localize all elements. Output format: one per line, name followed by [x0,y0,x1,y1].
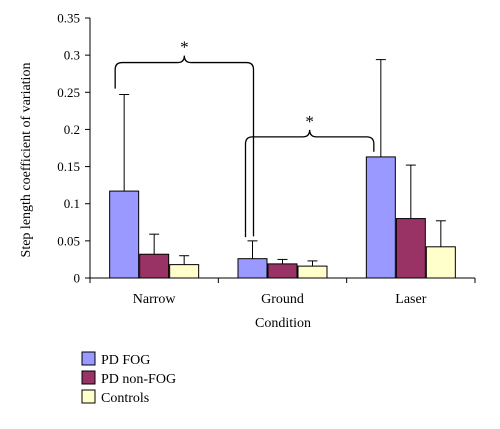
x-axis-title: Condition [255,316,311,331]
legend-label: PD non-FOG [101,372,176,387]
y-tick-label: 0 [74,271,81,286]
y-tick-label: 0.25 [57,85,80,100]
y-tick-label: 0.2 [64,122,80,137]
bar [395,218,426,279]
bar [109,190,140,279]
y-tick-label: 0.3 [64,48,80,63]
legend-swatch [81,370,96,385]
bar [237,258,268,279]
legend-label: PD FOG [101,353,150,368]
significance-marker: * [180,38,189,57]
x-tick-label: Ground [261,292,304,307]
bar [139,253,170,279]
y-tick-label: 0.35 [57,11,80,26]
significance-bracket [244,129,375,238]
significance-marker: * [305,112,314,131]
legend-swatch [81,351,96,366]
y-tick-label: 0.15 [57,159,80,174]
legend: PD FOG PD non-FOG Controls [81,351,176,406]
y-tick-label: 0.05 [57,233,80,248]
bar [425,246,456,279]
bar [169,264,200,279]
legend-swatch [81,389,96,404]
plot-area: 0 0.05 0.1 0.15 0.2 0.25 0.3 0.35 Narrow Ground La… [57,11,476,307]
bar [297,265,328,279]
legend-label: Controls [101,391,149,406]
x-tick-label: Laser [395,292,426,307]
bar [365,156,396,279]
y-axis-title: Step length coefficient of variation [19,63,34,258]
x-tick-label: Narrow [133,292,177,307]
y-tick-label: 0.1 [64,196,80,211]
bar [267,263,298,279]
